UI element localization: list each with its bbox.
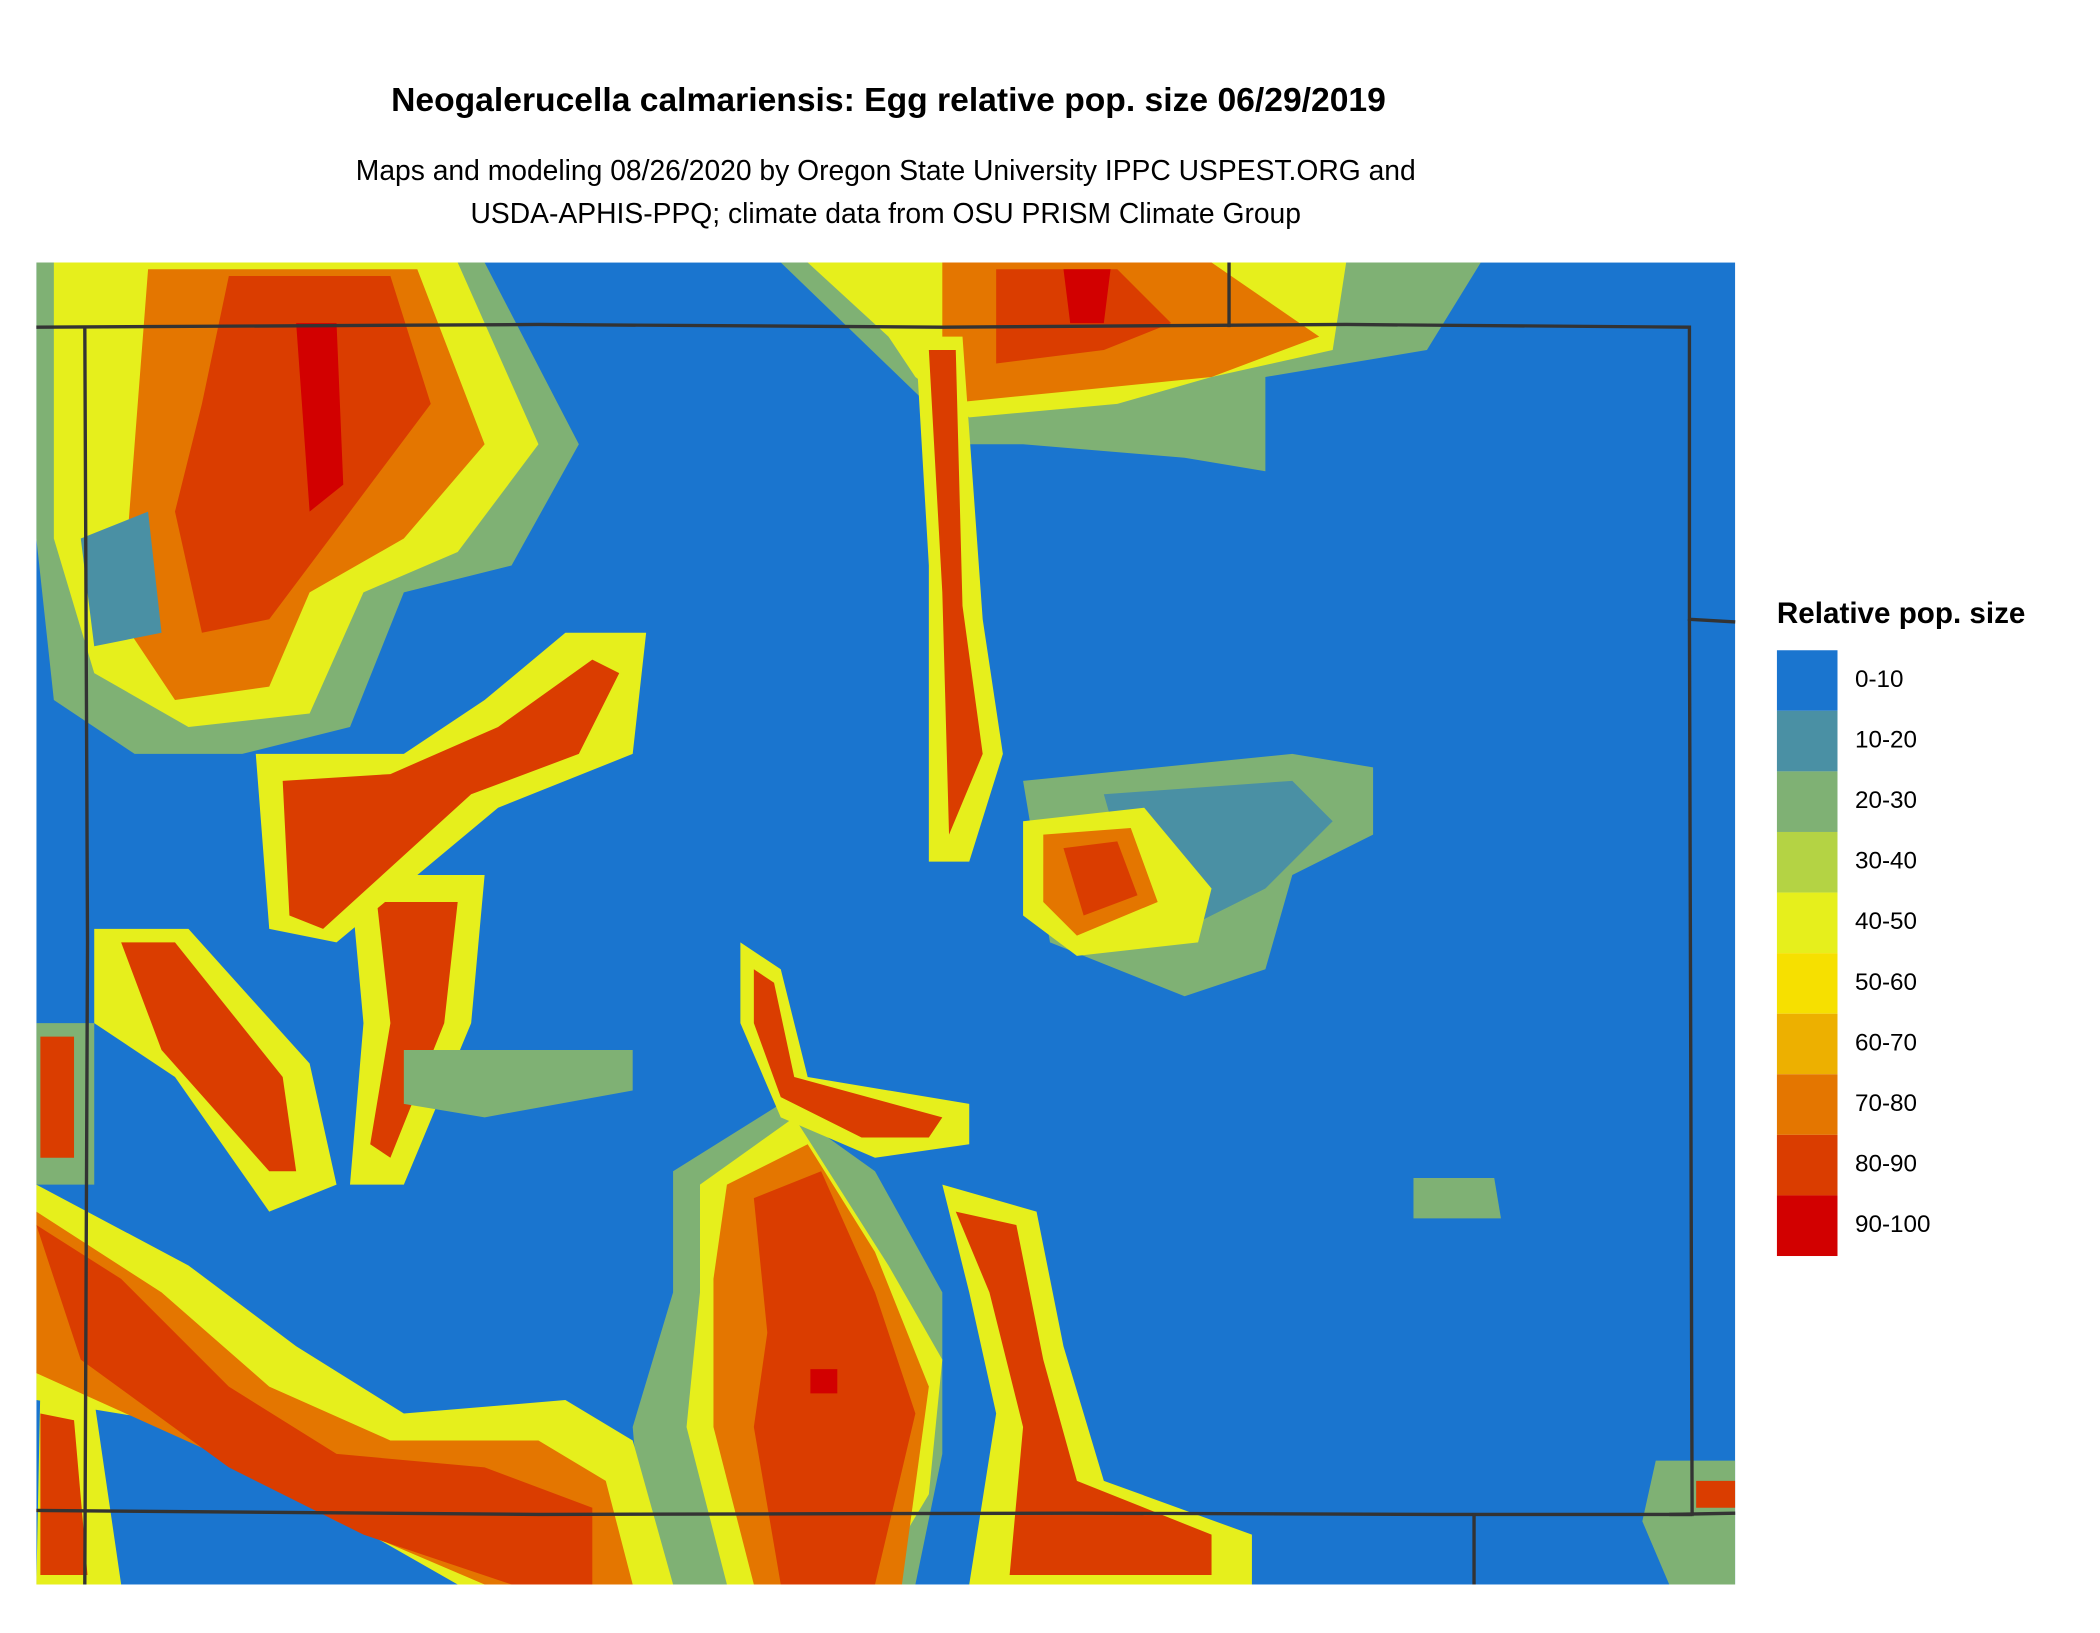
legend-label: 0-10 — [1855, 666, 1903, 693]
legend-label: 10-20 — [1855, 727, 1917, 754]
zone-8 — [175, 276, 431, 633]
zone-2 — [403, 1050, 633, 1118]
legend-swatch — [1776, 1074, 1838, 1135]
zone-9 — [296, 323, 344, 512]
zone-9 — [810, 1369, 838, 1394]
legend-label: 20-30 — [1855, 787, 1917, 814]
legend-swatch — [1776, 1013, 1838, 1075]
title: Neogalerucella calmariensis: Egg relativ… — [391, 82, 1386, 119]
zone-8 — [753, 969, 943, 1138]
zone-8 — [955, 1211, 1212, 1576]
zone-8 — [1696, 1480, 1736, 1508]
legend-swatch — [1776, 650, 1838, 711]
legend-swatch — [1776, 710, 1838, 772]
zone-8 — [121, 942, 297, 1172]
zone-8 — [36, 1225, 593, 1585]
subtitle: Maps and modeling 08/26/2020 by Oregon S… — [356, 154, 1416, 186]
zone-8 — [282, 659, 620, 929]
state-borders — [36, 262, 1736, 1585]
legend-title: Relative pop. size — [1777, 597, 2025, 630]
legend-label: 90-100 — [1855, 1211, 1930, 1238]
legend-label: 50-60 — [1855, 969, 1917, 996]
zone-1 — [80, 511, 162, 647]
zone-8 — [928, 350, 983, 835]
subtitle: USDA-APHIS-PPQ; climate data from OSU PR… — [471, 197, 1301, 229]
legend: 0-10 10-20 20-30 30-40 40-50 50-60 60-70 70-80 8… — [1776, 650, 1930, 1257]
zone-8 — [40, 1413, 88, 1576]
zone-8 — [40, 1036, 75, 1158]
legend-swatch — [1776, 892, 1838, 954]
legend-label: 70-80 — [1855, 1090, 1917, 1117]
legend-swatch — [1776, 953, 1838, 1014]
legend-label: 80-90 — [1855, 1151, 1917, 1178]
legend-label: 60-70 — [1855, 1029, 1917, 1056]
zone-2 — [1413, 1177, 1501, 1219]
zone-8 — [370, 901, 458, 1158]
legend-swatch — [1776, 771, 1838, 832]
zone-8 — [1063, 841, 1138, 916]
legend-label: 30-40 — [1855, 848, 1917, 875]
legend-swatch — [1776, 831, 1838, 893]
map — [36, 262, 1736, 1585]
legend-swatch — [1776, 1134, 1838, 1196]
legend-label: 40-50 — [1855, 908, 1917, 935]
zone-9 — [1063, 269, 1111, 324]
legend-swatch — [1776, 1195, 1838, 1257]
